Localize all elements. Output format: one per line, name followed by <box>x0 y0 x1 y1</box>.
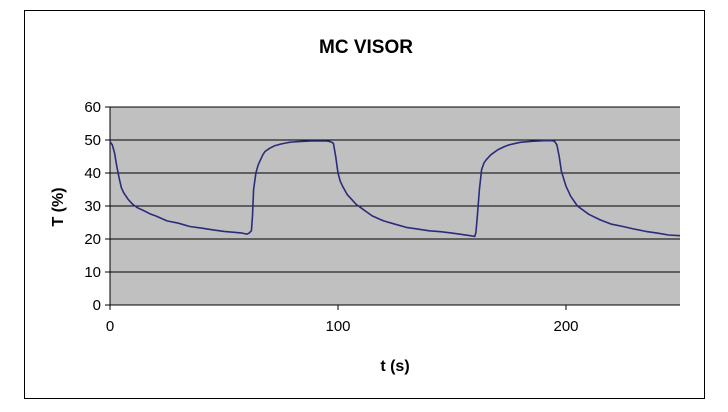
chart-svg: MC VISOR 0 10 20 30 40 50 60 0 100 200 T (%) t (… <box>50 37 681 375</box>
chart-title: MC VISOR <box>319 37 413 58</box>
y-tick-label-50: 50 <box>84 132 101 149</box>
y-tick-label-60: 60 <box>84 99 101 116</box>
chart-frame: MC VISOR 0 10 20 30 40 50 60 0 100 200 T (%) t (… <box>24 10 705 399</box>
y-axis-ticks: 0 10 20 30 40 50 60 <box>84 99 110 314</box>
x-tick-label-100: 100 <box>325 318 350 335</box>
y-tick-label-20: 20 <box>84 231 101 248</box>
grid-lines <box>110 106 680 273</box>
y-tick-label-40: 40 <box>84 165 101 182</box>
series-line-1 <box>109 139 681 238</box>
x-axis-ticks: 0 100 200 <box>106 305 579 335</box>
x-axis-title: t (s) <box>380 358 409 375</box>
x-tick-label-0: 0 <box>106 318 114 335</box>
y-tick-label-0: 0 <box>93 297 101 314</box>
x-tick-label-200: 200 <box>553 318 578 335</box>
y-tick-label-10: 10 <box>84 264 101 281</box>
y-axis-title: T (%) <box>50 187 67 226</box>
y-tick-label-30: 30 <box>84 198 101 215</box>
series-group <box>109 139 681 238</box>
